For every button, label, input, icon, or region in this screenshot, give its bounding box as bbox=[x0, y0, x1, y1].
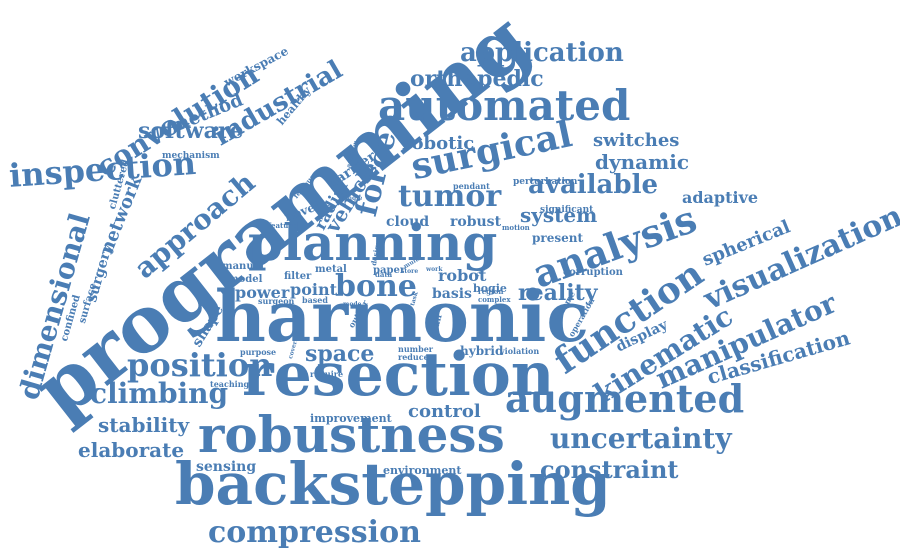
word-data: data bbox=[375, 270, 393, 279]
word-climbing: climbing bbox=[90, 377, 229, 410]
word-cloud: cloud bbox=[386, 214, 430, 230]
word-corruption: corruption bbox=[563, 267, 623, 278]
word-software: software bbox=[138, 118, 244, 144]
word-switches: switches bbox=[593, 130, 680, 151]
word-available: available bbox=[528, 170, 658, 200]
word-automated: automated bbox=[378, 81, 631, 130]
word-mechanism: mechanism bbox=[162, 151, 220, 161]
word-region: region bbox=[478, 287, 504, 296]
word-paper: paper bbox=[373, 265, 406, 276]
word-bone: bone bbox=[335, 269, 417, 304]
word-constraint: constraint bbox=[540, 455, 679, 484]
word-model: model bbox=[228, 274, 263, 285]
word-planning: planning bbox=[248, 213, 498, 272]
word-sensing: sensing bbox=[196, 459, 257, 475]
word-single: single bbox=[342, 195, 363, 202]
word-present: present bbox=[532, 231, 584, 245]
word-robotic: robotic bbox=[402, 133, 475, 154]
word-resection: resection bbox=[242, 340, 555, 410]
word-store: store bbox=[401, 268, 419, 275]
word-adaptive: adaptive bbox=[682, 188, 759, 207]
word-uncertainty: uncertainty bbox=[550, 422, 732, 455]
word-point: point bbox=[290, 280, 337, 299]
word-pendant: pendant bbox=[453, 181, 490, 191]
word-perturbation: perturbation bbox=[513, 177, 578, 187]
word-space: space bbox=[305, 341, 375, 367]
word-harmonic: harmonic bbox=[215, 275, 589, 358]
word-reduce: reduce bbox=[398, 352, 429, 362]
word-surgeon: surgeon bbox=[258, 296, 295, 306]
word-elaborate: elaborate bbox=[78, 438, 185, 462]
word-hybrid: hybrid bbox=[460, 344, 504, 358]
word-reality: reality bbox=[518, 280, 598, 306]
word-control: control bbox=[408, 401, 481, 422]
word-application: application bbox=[460, 38, 624, 68]
word-based: based bbox=[302, 295, 328, 305]
word-system: system bbox=[520, 203, 598, 227]
word-robot: robot bbox=[438, 266, 487, 285]
word-filter: filter bbox=[284, 271, 312, 282]
word-tumor: tumor bbox=[398, 179, 502, 214]
word-basis: basis bbox=[432, 286, 472, 302]
word-robust: robust bbox=[450, 214, 502, 230]
word-mode: mode bbox=[343, 301, 362, 308]
word-metal: metal bbox=[315, 264, 347, 275]
word-position: position bbox=[127, 346, 273, 384]
word-stability: stability bbox=[98, 413, 190, 437]
word-teaching: teaching bbox=[210, 379, 250, 389]
word-feature: feature bbox=[268, 221, 297, 230]
word-power: power bbox=[235, 283, 290, 302]
word-number: number bbox=[398, 344, 433, 354]
word-purpose: purpose bbox=[240, 347, 277, 357]
word-dynamic: dynamic bbox=[595, 150, 690, 174]
word-require: require bbox=[310, 369, 344, 379]
word-violation: violation bbox=[500, 346, 540, 356]
word-manual: manual bbox=[222, 261, 264, 272]
word-robustness: robustness bbox=[198, 405, 505, 464]
word-orthopedic: orthopedic bbox=[410, 66, 544, 92]
word-environment: environment bbox=[383, 464, 462, 477]
word-backstepping: backstepping bbox=[175, 450, 611, 518]
word-complex: complex bbox=[478, 295, 511, 304]
word-significant: significant bbox=[540, 205, 594, 215]
word-augmented: augmented bbox=[505, 376, 745, 421]
word-work: work bbox=[426, 266, 443, 273]
word-bogie: bogie bbox=[473, 282, 507, 295]
word-motion: motion bbox=[502, 223, 530, 232]
word-improvement: improvement bbox=[310, 412, 392, 425]
word-compression: compression bbox=[208, 515, 421, 550]
